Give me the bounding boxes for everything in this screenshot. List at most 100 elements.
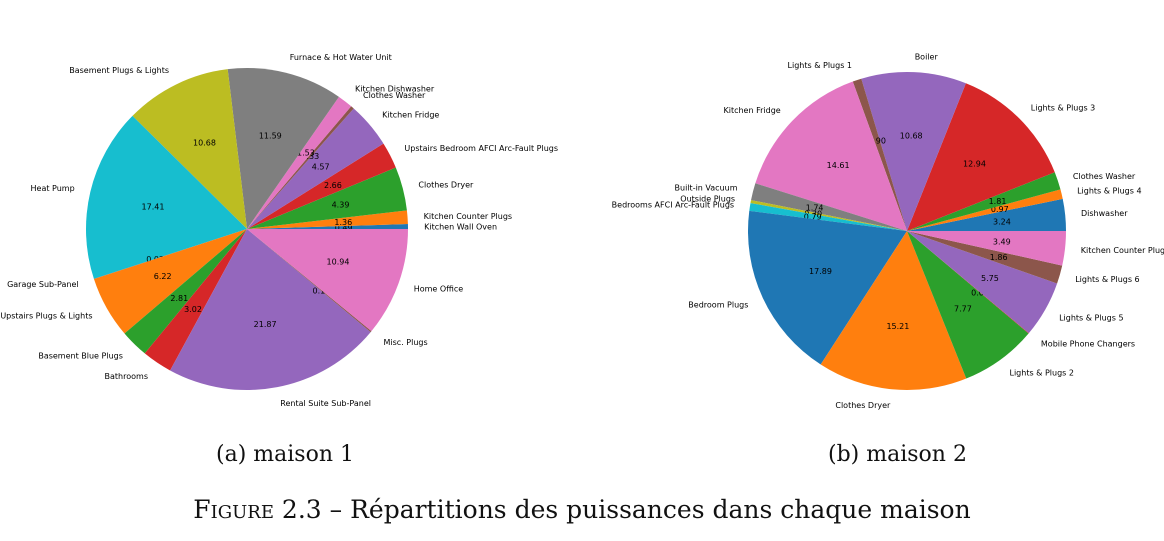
pie-slice-value: 7.77 <box>954 304 972 313</box>
pie-slice <box>907 231 1029 334</box>
pie-slice-label: Kitchen Wall Oven <box>424 222 497 231</box>
pie-slice-value: 1.86 <box>990 253 1008 262</box>
pie-slice-value: 2.81 <box>170 294 188 303</box>
pie-slice <box>247 167 407 229</box>
pie-slice <box>247 143 396 229</box>
pie-slice <box>247 229 372 333</box>
pie-slice <box>85 115 247 279</box>
pie-slice-value: 4.57 <box>312 163 330 172</box>
subcaption-maison-2: (b) maison 2 <box>828 442 967 467</box>
pie-slice-label: Heat Pump <box>31 184 75 193</box>
pie-slice-label: Clothes Washer <box>1073 172 1136 181</box>
pie-slice-value: 0.30 <box>804 209 822 218</box>
pie-slice-value: 1.53 <box>297 148 315 157</box>
pie-slice <box>748 210 907 365</box>
pie-slice-label: Kitchen Dishwasher <box>355 85 435 94</box>
pie-slice-label: Bedroom Plugs <box>688 301 748 310</box>
pie-slice-label: Clothes Washer <box>363 91 426 100</box>
pie-slice-value: 10.68 <box>193 138 216 147</box>
pie-slice-label: Misc. Plugs <box>384 338 428 347</box>
pie-slice <box>907 231 1066 266</box>
pie-slice-value: 1.36 <box>334 218 352 227</box>
pie-slice-label: Lights & Plugs 5 <box>1059 313 1123 322</box>
pie-slice-value: 10.68 <box>900 132 923 141</box>
pie-slice-label: Furnace & Hot Water Unit <box>290 53 392 62</box>
pie-slice-label: Upstairs Bedroom AFCI Arc-Fault Plugs <box>404 144 558 153</box>
pie-chart-maison-1: 0.49 Kitchen Wall Oven 1.36 Kitchen Counter… <box>0 53 558 408</box>
pie-slice <box>247 108 384 229</box>
pie-slice <box>247 210 408 229</box>
pie-slice-label: Bathrooms <box>105 372 148 381</box>
pie-slice <box>852 78 907 232</box>
pie-chart-maison-2: 3.24 Dishwasher 0.97 Lights & Plugs 4 1.81 Cl… <box>612 52 1164 410</box>
pie-slice-label: Kitchen Counter Plugs <box>424 212 512 221</box>
pie-slice-value: 1.81 <box>989 197 1007 206</box>
pie-slice-label: Rental Suite Sub-Panel <box>280 399 371 408</box>
pie-slice-label: Lights & Plugs 3 <box>1031 103 1095 112</box>
pie-slice-value: 5.75 <box>981 274 999 283</box>
figure-caption-separator: – <box>329 495 343 524</box>
pie-slice <box>170 229 371 390</box>
pie-slice-value: 3.49 <box>993 237 1011 246</box>
pie-slice-value: 14.61 <box>827 161 850 170</box>
pie-slice-value: 4.39 <box>332 201 350 210</box>
pie-slice <box>247 224 408 229</box>
pie-slice-value: 17.89 <box>809 267 832 276</box>
pie-slice <box>907 83 1055 231</box>
pie-slice-label: Mobile Phone Changers <box>1041 340 1135 349</box>
pie-slice-label: Home Office <box>414 285 464 294</box>
pie-slice <box>820 231 967 391</box>
pie-slice-value: 0.05 <box>971 288 989 297</box>
pie-slice-label: Basement Plugs & Lights <box>69 66 169 75</box>
pie-slice-value: 12.94 <box>963 160 986 169</box>
pie-slice <box>755 81 907 231</box>
pie-slice-label: Built-in Vacuum <box>675 184 738 193</box>
pie-slice <box>751 183 907 231</box>
pie-slice-value: 2.66 <box>324 181 342 190</box>
pie-slice-label: Lights & Plugs 2 <box>1010 369 1074 378</box>
pie-slice <box>907 231 1058 334</box>
pie-slice-label: Clothes Dryer <box>418 181 474 190</box>
figure-caption-text: Répartitions des puissances dans chaque … <box>350 495 971 524</box>
pie-slice <box>749 203 907 231</box>
pie-slice-value: 21.87 <box>254 320 277 329</box>
pie-slice-value: 0.12 <box>312 287 330 296</box>
pie-slice <box>93 229 247 279</box>
pie-slice-label: Kitchen Fridge <box>723 106 780 115</box>
pie-slice <box>907 172 1061 231</box>
pie-slice <box>247 96 352 229</box>
pie-slice-label: Lights & Plugs 4 <box>1077 186 1141 195</box>
pie-slice-label: Bedrooms AFCI Arc-Fault Plugs <box>612 201 734 210</box>
pie-slice-value: 0.79 <box>804 213 822 222</box>
pie-slice-value: 6.22 <box>154 272 172 281</box>
pie-slice <box>907 231 1063 284</box>
pie-slice-label: Garage Sub-Panel <box>7 280 79 289</box>
pie-slice-value: 0.33 <box>301 152 319 161</box>
pie-slice <box>132 69 247 229</box>
pie-slice <box>907 231 1029 379</box>
pie-slice <box>93 229 248 334</box>
figure-caption: Figure 2.3 – Répartitions des puissances… <box>0 495 1164 524</box>
pie-slice-value: 15.21 <box>886 322 909 331</box>
pie-slice <box>861 71 966 231</box>
pie-slice-value: 10.94 <box>327 258 350 267</box>
pie-slice <box>750 200 907 231</box>
pie-slice-value: 0.49 <box>335 224 353 233</box>
pie-slice-value: 0.90 <box>868 136 886 145</box>
subcaption-maison-1: (a) maison 1 <box>216 442 354 467</box>
pie-slice-value: 0.97 <box>991 205 1009 214</box>
pie-slice-value: 1.74 <box>806 203 824 212</box>
pie-slice-label: Dishwasher <box>1081 209 1128 218</box>
pie-slice <box>144 229 247 371</box>
pie-slice <box>227 68 339 229</box>
pie-slice-label: Kitchen Fridge <box>382 111 439 120</box>
figure-label: Figure 2.3 <box>193 495 322 524</box>
pie-slice-label: Outside Plugs <box>680 195 735 204</box>
pie-slice <box>907 189 1063 231</box>
pie-slice-label: Lights & Plugs 6 <box>1075 275 1139 284</box>
pie-slice-value: 3.24 <box>993 217 1011 226</box>
pie-slice <box>247 229 408 332</box>
pie-slice-label: Lights & Plugs 1 <box>788 61 852 70</box>
pie-slice-label: Clothes Dryer <box>835 401 891 410</box>
pie-slice <box>124 229 247 354</box>
